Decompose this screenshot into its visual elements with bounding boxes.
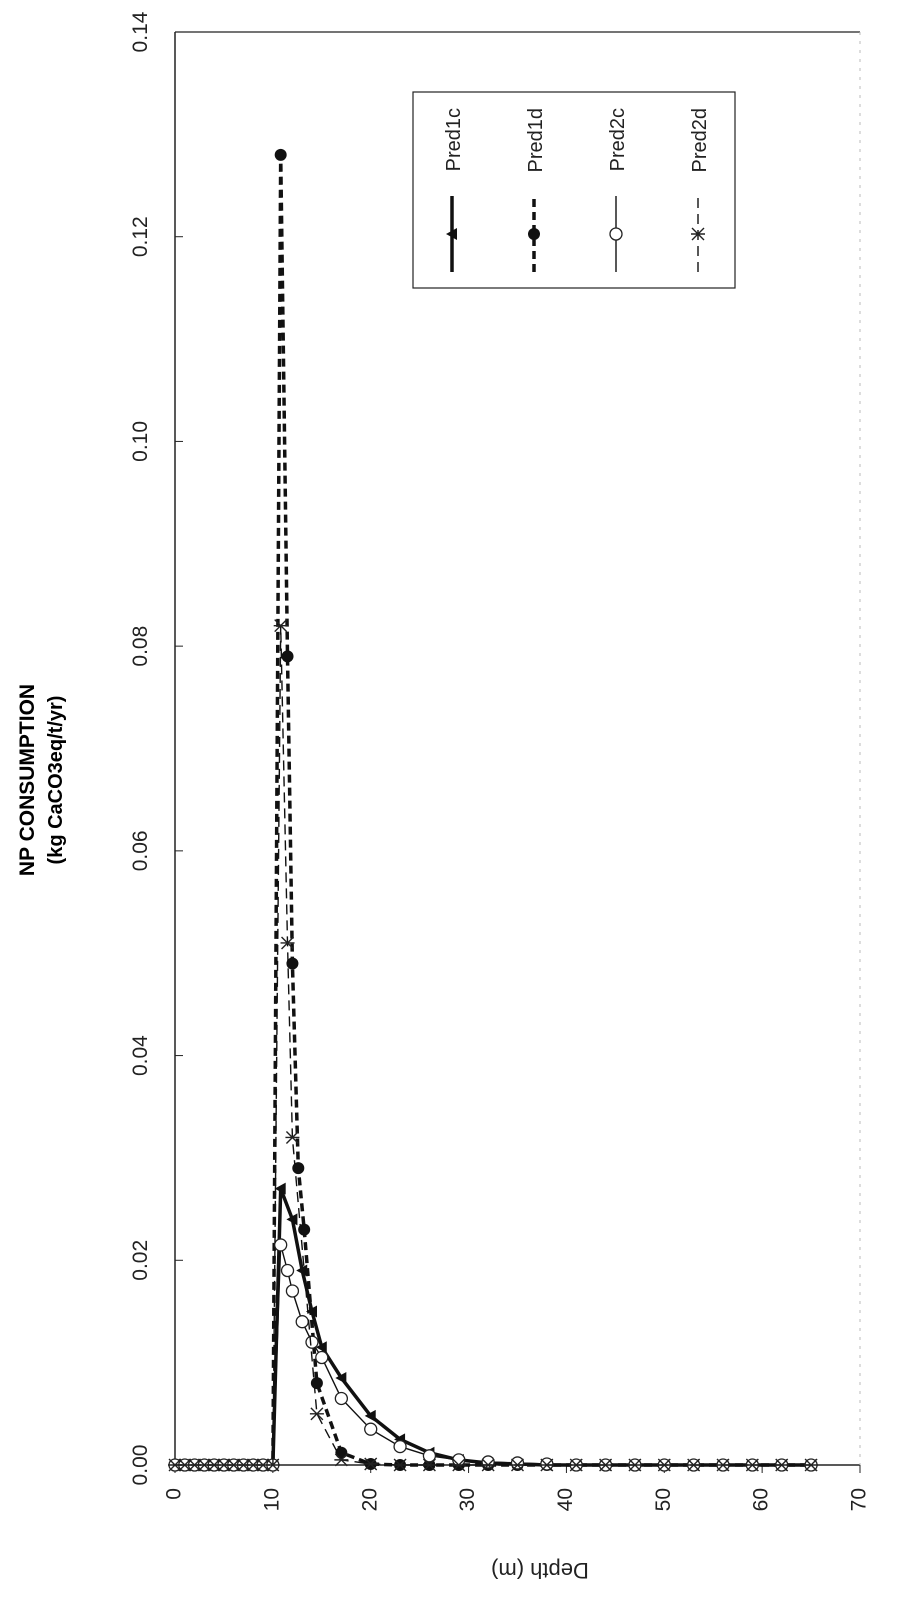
data-point-filled-circle: [281, 650, 294, 663]
data-point-open-circle: [274, 1238, 288, 1252]
axis-ticks: 0.00 0.02 0.04 0.06 0.08 0.10 0.12 0.14 0 10 20 30 4…: [129, 11, 871, 1511]
data-point-open-circle: [510, 1456, 525, 1470]
value-tick-label: 0.02: [129, 1240, 152, 1281]
legend-box: [412, 91, 736, 289]
data-point-x-star: [393, 1458, 408, 1472]
data-point-triangle: [364, 1409, 376, 1422]
data-point-open-circle: [393, 1439, 407, 1454]
series-pred1c: [169, 1182, 817, 1471]
depth-tick-label: 20: [358, 1488, 381, 1511]
data-point-open-circle: [364, 1422, 378, 1436]
data-point-open-circle: [295, 1315, 309, 1329]
data-point-x-star: [657, 1458, 672, 1472]
data-point-open-circle: [280, 1263, 295, 1278]
data-point-triangle: [446, 228, 457, 240]
value-tick-label: 0.06: [129, 830, 152, 871]
data-point-open-circle: [609, 227, 623, 241]
chart-title: NP CONSUMPTION: [16, 684, 39, 876]
data-point-triangle: [335, 1371, 347, 1384]
chart-subtitle: (kg CaCO3eq/t/yr): [45, 696, 67, 865]
data-point-x-star: [539, 1458, 554, 1472]
data-point-filled-circle: [528, 228, 540, 240]
series-line: [175, 1187, 812, 1467]
depth-tick-label: 30: [456, 1488, 479, 1511]
data-point-x-star: [285, 1130, 300, 1144]
data-point-x-star: [774, 1458, 789, 1472]
x-axis-label: Depth (m): [491, 1558, 589, 1583]
depth-tick-label: 50: [652, 1488, 675, 1511]
data-point-open-circle: [481, 1455, 495, 1469]
data-point-triangle: [274, 1182, 286, 1195]
data-point-filled-circle: [310, 1377, 323, 1390]
value-tick-label: 0.04: [129, 1035, 152, 1076]
data-point-x-star: [309, 1407, 324, 1421]
data-point-triangle: [286, 1213, 298, 1226]
data-point-x-star: [569, 1458, 584, 1472]
series-pred2d: [168, 619, 819, 1472]
series-line: [175, 625, 812, 1466]
depth-tick-label: 10: [260, 1488, 283, 1511]
data-point-x-star: [686, 1458, 701, 1472]
legend-label: Pred2d: [689, 108, 711, 173]
value-tick-label: 0.00: [129, 1445, 152, 1486]
series-pred1d: [169, 148, 818, 1471]
data-point-x-star: [598, 1458, 613, 1472]
depth-tick-label: 70: [848, 1488, 871, 1511]
data-point-x-star: [627, 1458, 642, 1472]
series-line: [175, 154, 812, 1467]
series-layer: [168, 148, 819, 1472]
value-tick-label: 0.14: [129, 11, 152, 52]
data-point-x-star: [716, 1458, 730, 1472]
y-axis-title: NP CONSUMPTION (kg CaCO3eq/t/yr): [16, 684, 67, 876]
data-point-x-star: [745, 1458, 760, 1472]
depth-tick-label: 0: [163, 1488, 186, 1500]
data-point-filled-circle: [286, 957, 299, 970]
data-point-open-circle: [422, 1449, 437, 1463]
data-point-x-star: [273, 619, 288, 633]
data-point-filled-circle: [335, 1446, 348, 1459]
data-point-open-circle: [285, 1284, 300, 1298]
data-point-open-circle: [305, 1335, 319, 1349]
value-tick-label: 0.10: [129, 421, 152, 462]
legend-label: Pred1d: [525, 108, 547, 173]
data-point-open-circle: [334, 1391, 349, 1406]
data-point-open-circle: [315, 1350, 329, 1365]
data-point-x-star: [280, 936, 295, 950]
legend-label: Pred2c: [607, 108, 629, 171]
data-point-open-circle: [540, 1457, 554, 1471]
depth-tick-label: 60: [750, 1488, 773, 1511]
series-line: [175, 1244, 812, 1466]
data-point-x-star: [334, 1453, 349, 1467]
data-point-x-star: [451, 1458, 466, 1472]
data-point-filled-circle: [274, 148, 287, 161]
legend-label: Pred1c: [443, 108, 465, 171]
legend: Pred1c Pred1d Pred2c Pred2d: [412, 91, 736, 289]
data-point-x-star: [363, 1457, 378, 1471]
data-point-x-star: [265, 1458, 280, 1472]
data-point-x-star: [510, 1458, 525, 1472]
value-tick-label: 0.08: [129, 626, 152, 667]
series-pred2c: [168, 1238, 818, 1472]
depth-tick-label: 40: [554, 1488, 577, 1511]
data-point-x-star: [804, 1458, 819, 1472]
data-point-x-star: [691, 227, 705, 241]
data-point-x-star: [422, 1458, 437, 1472]
data-point-x-star: [481, 1458, 496, 1472]
data-point-triangle: [315, 1341, 327, 1354]
value-tick-label: 0.12: [129, 216, 152, 257]
